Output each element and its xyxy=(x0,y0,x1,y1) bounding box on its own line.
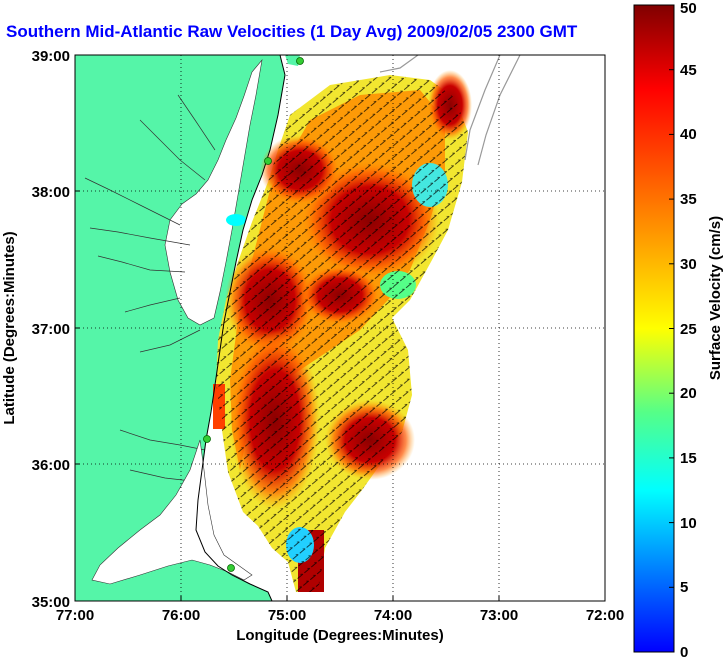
x-tick-label: 76:00 xyxy=(162,607,200,624)
pamlico-sound xyxy=(91,439,253,585)
colorbar-tick-label: 10 xyxy=(680,515,697,532)
colorbar-tick-label: 45 xyxy=(680,62,697,79)
colorbar xyxy=(633,4,675,653)
colorbar-tick-label: 5 xyxy=(680,579,688,596)
y-tick-label: 39:00 xyxy=(32,48,70,65)
x-tick-label: 77:00 xyxy=(56,607,94,624)
hf-radar-stations xyxy=(203,57,304,572)
bay-rivers xyxy=(84,94,216,483)
colorbar-tick-label: 0 xyxy=(680,644,688,659)
y-tick-label: 38:00 xyxy=(32,184,70,201)
x-tick-label: 72:00 xyxy=(586,607,624,624)
y-tick-label: 36:00 xyxy=(32,457,70,474)
colorbar-tick-label: 15 xyxy=(680,450,697,467)
y-tick-label: 35:00 xyxy=(32,594,70,611)
colorbar-tick-label: 40 xyxy=(680,126,697,143)
y-tick-labels: 39:00 38:00 37:00 36:00 35:00 xyxy=(32,48,70,611)
coastline xyxy=(195,55,286,601)
colorbar-tick-label: 30 xyxy=(680,256,697,273)
isobath-lines xyxy=(379,55,521,166)
colorbar-label: Surface Velocity (cm/s) xyxy=(707,216,724,380)
colorbar-tick-label: 20 xyxy=(680,385,697,402)
map-grid xyxy=(75,55,605,601)
velocity-field xyxy=(213,70,472,592)
colorbar-tick-labels: 0 5 10 15 20 25 30 35 40 45 50 xyxy=(680,0,697,659)
land-fragment xyxy=(285,55,300,66)
axis-ticks xyxy=(75,190,500,601)
map-title: Southern Mid-Atlantic Raw Velocities (1 … xyxy=(6,22,578,41)
colorbar-tick-label: 25 xyxy=(680,321,697,338)
x-tick-labels: 77:00 76:00 75:00 74:00 73:00 72:00 xyxy=(56,607,624,624)
x-tick-label: 74:00 xyxy=(374,607,412,624)
colorbar-ticks xyxy=(669,4,674,588)
x-tick-label: 73:00 xyxy=(480,607,518,624)
chesapeake-bay xyxy=(164,58,263,326)
x-tick-label: 75:00 xyxy=(268,607,306,624)
x-axis-label: Longitude (Degrees:Minutes) xyxy=(236,627,444,644)
y-axis-label: Latitude (Degrees:Minutes) xyxy=(1,231,18,424)
colorbar-tick-label: 50 xyxy=(680,0,697,17)
colorbar-tick-label: 35 xyxy=(680,191,697,208)
y-tick-label: 37:00 xyxy=(32,321,70,338)
